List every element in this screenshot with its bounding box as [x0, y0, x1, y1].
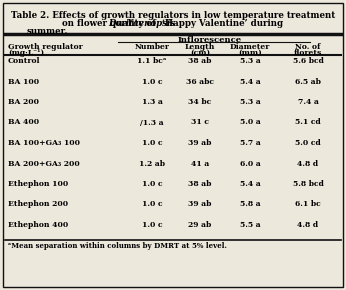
- Text: Doritaenopsis: Doritaenopsis: [108, 19, 175, 28]
- Text: 7.4 a: 7.4 a: [298, 98, 318, 106]
- Text: BA 400: BA 400: [8, 119, 39, 126]
- Text: Ethephon 200: Ethephon 200: [8, 200, 68, 209]
- Text: ᵃMean separation within columns by DMRT at 5% level.: ᵃMean separation within columns by DMRT …: [8, 242, 227, 249]
- Text: 39 ab: 39 ab: [188, 139, 212, 147]
- Text: 1.0 c: 1.0 c: [142, 200, 162, 209]
- Text: 5.1 cd: 5.1 cd: [295, 119, 321, 126]
- Text: 5.0 a: 5.0 a: [240, 119, 261, 126]
- Text: Growth regulator: Growth regulator: [8, 43, 83, 51]
- Text: summer.: summer.: [27, 27, 69, 36]
- Text: 38 ab: 38 ab: [188, 180, 212, 188]
- Text: 41 a: 41 a: [191, 160, 209, 168]
- Text: 5.8 bcd: 5.8 bcd: [293, 180, 324, 188]
- Text: 5.0 cd: 5.0 cd: [295, 139, 321, 147]
- Text: Diameter: Diameter: [230, 43, 270, 51]
- Text: 29 ab: 29 ab: [188, 221, 212, 229]
- Text: Inflorescence: Inflorescence: [178, 36, 242, 44]
- Text: (mg·L⁻¹): (mg·L⁻¹): [8, 49, 44, 57]
- Text: 5.5 a: 5.5 a: [240, 221, 260, 229]
- Text: No. of: No. of: [295, 43, 321, 51]
- Text: 34 bc: 34 bc: [188, 98, 212, 106]
- Text: 5.3 a: 5.3 a: [240, 57, 261, 65]
- Text: (mm): (mm): [238, 49, 262, 57]
- Text: 5.3 a: 5.3 a: [240, 98, 261, 106]
- Text: florets: florets: [294, 49, 322, 57]
- Text: 1.0 c: 1.0 c: [142, 77, 162, 86]
- Text: 1.0 c: 1.0 c: [142, 221, 162, 229]
- Text: 5.4 a: 5.4 a: [240, 77, 261, 86]
- Text: 1.3 a: 1.3 a: [142, 98, 162, 106]
- Text: 1.0 c: 1.0 c: [142, 139, 162, 147]
- Text: Ethephon 400: Ethephon 400: [8, 221, 68, 229]
- Text: Length: Length: [185, 43, 215, 51]
- Text: 1.0 c: 1.0 c: [142, 180, 162, 188]
- Text: 39 ab: 39 ab: [188, 200, 212, 209]
- Text: 6.0 a: 6.0 a: [240, 160, 261, 168]
- Text: 31 c: 31 c: [191, 119, 209, 126]
- Text: 1.1 bcᵃ: 1.1 bcᵃ: [137, 57, 167, 65]
- Text: Number: Number: [135, 43, 170, 51]
- Text: Control: Control: [8, 57, 40, 65]
- Text: Ethephon 100: Ethephon 100: [8, 180, 68, 188]
- Text: (cm): (cm): [190, 49, 210, 57]
- Text: 6.1 bc: 6.1 bc: [295, 200, 321, 209]
- Text: BA 200+GA₃ 200: BA 200+GA₃ 200: [8, 160, 80, 168]
- Text: BA 100: BA 100: [8, 77, 39, 86]
- Text: 5.6 bcd: 5.6 bcd: [293, 57, 324, 65]
- Text: Table 2. Effects of growth regulators in low temperature treatment: Table 2. Effects of growth regulators in…: [11, 11, 335, 20]
- Text: 5.4 a: 5.4 a: [240, 180, 261, 188]
- Text: on flower quality of  ‘Happy Valentine’ during: on flower quality of ‘Happy Valentine’ d…: [62, 19, 284, 28]
- Text: 38 ab: 38 ab: [188, 57, 212, 65]
- Text: 6.5 ab: 6.5 ab: [295, 77, 321, 86]
- Text: 5.8 a: 5.8 a: [240, 200, 260, 209]
- Text: 1.2 ab: 1.2 ab: [139, 160, 165, 168]
- Text: /1.3 a: /1.3 a: [140, 119, 164, 126]
- Text: 4.8 d: 4.8 d: [298, 221, 319, 229]
- Text: BA 200: BA 200: [8, 98, 39, 106]
- Text: 5.7 a: 5.7 a: [240, 139, 261, 147]
- Text: 4.8 d: 4.8 d: [298, 160, 319, 168]
- Text: BA 100+GA₃ 100: BA 100+GA₃ 100: [8, 139, 80, 147]
- Text: 36 abc: 36 abc: [186, 77, 214, 86]
